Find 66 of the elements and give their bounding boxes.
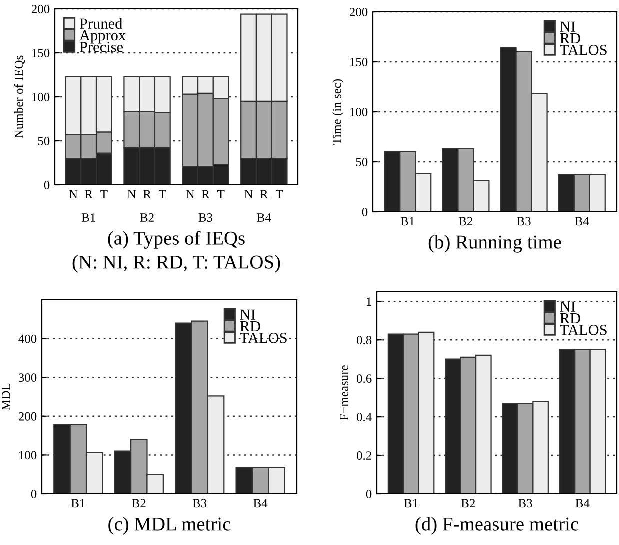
y-axis-title: Time (in sec) [332,79,344,145]
x-tick-label: R [202,190,210,199]
x-tick-label: T [100,190,108,199]
x-tick-label: B4 [575,217,590,226]
legend-label: RD [560,34,580,44]
x-tick-label: T [218,190,225,199]
legend-label: RD [560,314,580,324]
x-tick-label: B3 [518,499,532,508]
x-tick-label: T [276,190,284,199]
y-tick-label: 0.2 [356,452,372,460]
x-tick-label: B4 [576,499,590,508]
legend-label: NI [560,302,576,312]
text: (N: NI, R: RD, T: TALOS) [72,255,280,273]
y-tick-label: 50 [38,137,50,146]
y-tick-label: 50 [356,158,368,166]
y-tick-label: 0 [362,208,368,216]
x-tick-label: B2 [459,217,473,226]
legend-label: Approx [80,30,126,44]
text: (a) Types of IEQs [108,231,245,249]
legend-label: Pruned [80,18,123,30]
x-tick-label: B1 [404,499,418,508]
text: (c) MDL metric [108,517,231,535]
x-tick-label: T [159,190,166,199]
y-tick-label: 0 [366,490,372,498]
y-tick-label: 200 [18,412,37,421]
y-axis-title: F−measure [340,366,348,420]
x-tick-label: B2 [461,499,476,508]
x-tick-label: B4 [254,499,268,508]
text: (b) Running time [428,235,562,253]
text: (d) F-measure metric [416,517,578,535]
y-tick-label: 100 [32,93,50,102]
y-tick-label: 0 [44,181,50,190]
legend-label: NI [560,22,576,32]
x-tick-label: N [128,190,136,199]
y-tick-label: 200 [32,5,50,14]
legend-label: NI [240,310,256,320]
x-tick-label: B1 [400,217,414,226]
legend-label: TALOS [560,325,607,336]
y-tick-label: 200 [350,8,368,16]
x-tick-label: N [186,190,195,199]
x-tick-label: N [69,190,78,199]
legend-label: Precise [80,42,124,52]
y-tick-label: 150 [350,58,368,66]
y-tick-label: 0 [31,490,37,498]
y-tick-label: 100 [19,451,37,460]
y-tick-label: 0.6 [356,374,372,384]
x-tick-label: B3 [517,217,531,226]
legend-label: RD [240,322,260,332]
x-tick-label: R [143,190,152,199]
y-tick-label: 0.8 [356,336,372,345]
legend-label: TALOS [240,333,287,344]
y-axis-title: MDL [2,384,10,411]
y-tick-label: 0.4 [356,413,372,422]
y-axis-title: Number of IEQs [14,56,26,138]
y-tick-label: 300 [18,374,37,382]
y-tick-label: 400 [18,334,37,344]
legend-label: TALOS [560,45,607,56]
x-tick-label: R [260,190,268,199]
x-tick-label: R [85,190,93,199]
y-tick-label: 1 [366,298,372,306]
x-tick-label: B3 [192,499,207,508]
x-tick-label: B1 [71,499,85,508]
x-tick-label: B2 [132,499,146,508]
x-tick-label: N [244,190,254,199]
y-tick-label: 150 [32,49,50,58]
y-tick-label: 100 [350,108,368,116]
